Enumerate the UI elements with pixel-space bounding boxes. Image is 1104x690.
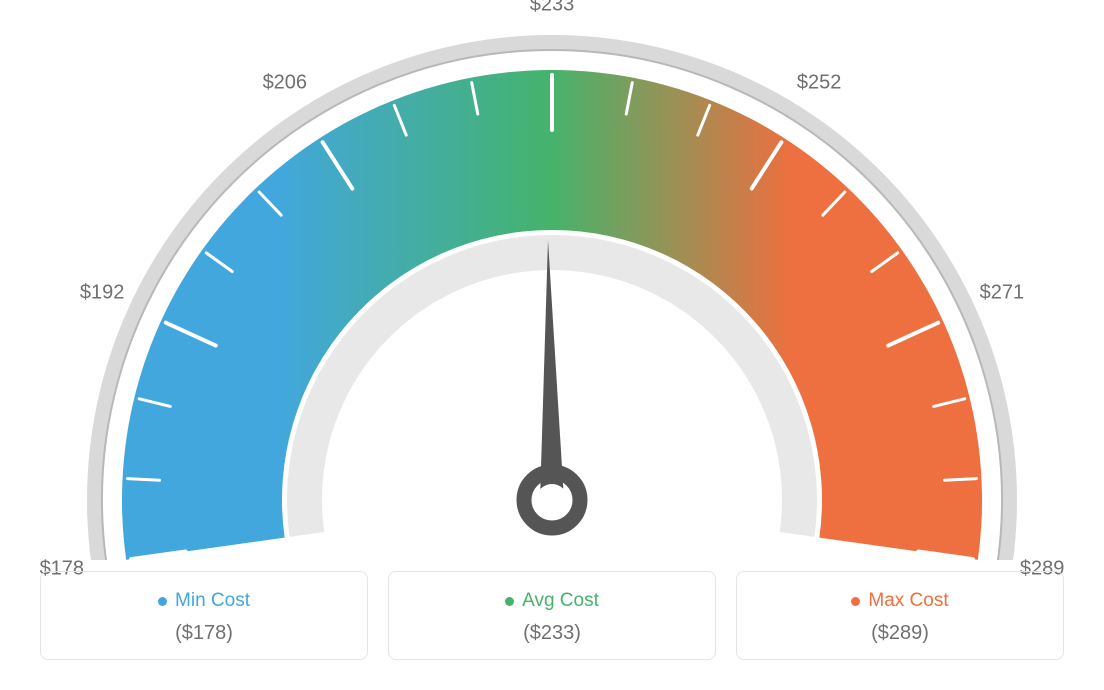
- legend-avg-value: ($233): [399, 622, 705, 645]
- legend-row: Min Cost ($178) Avg Cost ($233) Max Cost…: [40, 571, 1064, 660]
- legend-max-dot: [851, 597, 860, 606]
- legend-avg-dot: [505, 597, 514, 606]
- legend-max-label-row: Max Cost: [851, 590, 948, 612]
- gauge-chart-container: $178$192$206$233$252$271$289 Min Cost ($…: [0, 0, 1104, 690]
- legend-min-value: ($178): [51, 622, 357, 645]
- legend-avg-label-row: Avg Cost: [505, 590, 599, 612]
- legend-min-label-row: Min Cost: [158, 590, 250, 612]
- gauge-svg: [0, 0, 1104, 560]
- gauge-tick-label: $252: [797, 72, 842, 95]
- gauge-tick-label: $271: [980, 282, 1025, 305]
- legend-min-label: Min Cost: [175, 590, 250, 612]
- legend-max-label: Max Cost: [868, 590, 948, 612]
- legend-avg-label: Avg Cost: [522, 590, 599, 612]
- legend-min-dot: [158, 597, 167, 606]
- legend-max-value: ($289): [747, 622, 1053, 645]
- gauge-tick-label: $233: [530, 0, 575, 17]
- gauge-tick-label: $192: [80, 282, 125, 305]
- legend-avg: Avg Cost ($233): [388, 571, 716, 660]
- gauge-area: $178$192$206$233$252$271$289: [0, 0, 1104, 560]
- gauge-tick-label: $206: [263, 72, 308, 95]
- legend-min: Min Cost ($178): [40, 571, 368, 660]
- legend-max: Max Cost ($289): [736, 571, 1064, 660]
